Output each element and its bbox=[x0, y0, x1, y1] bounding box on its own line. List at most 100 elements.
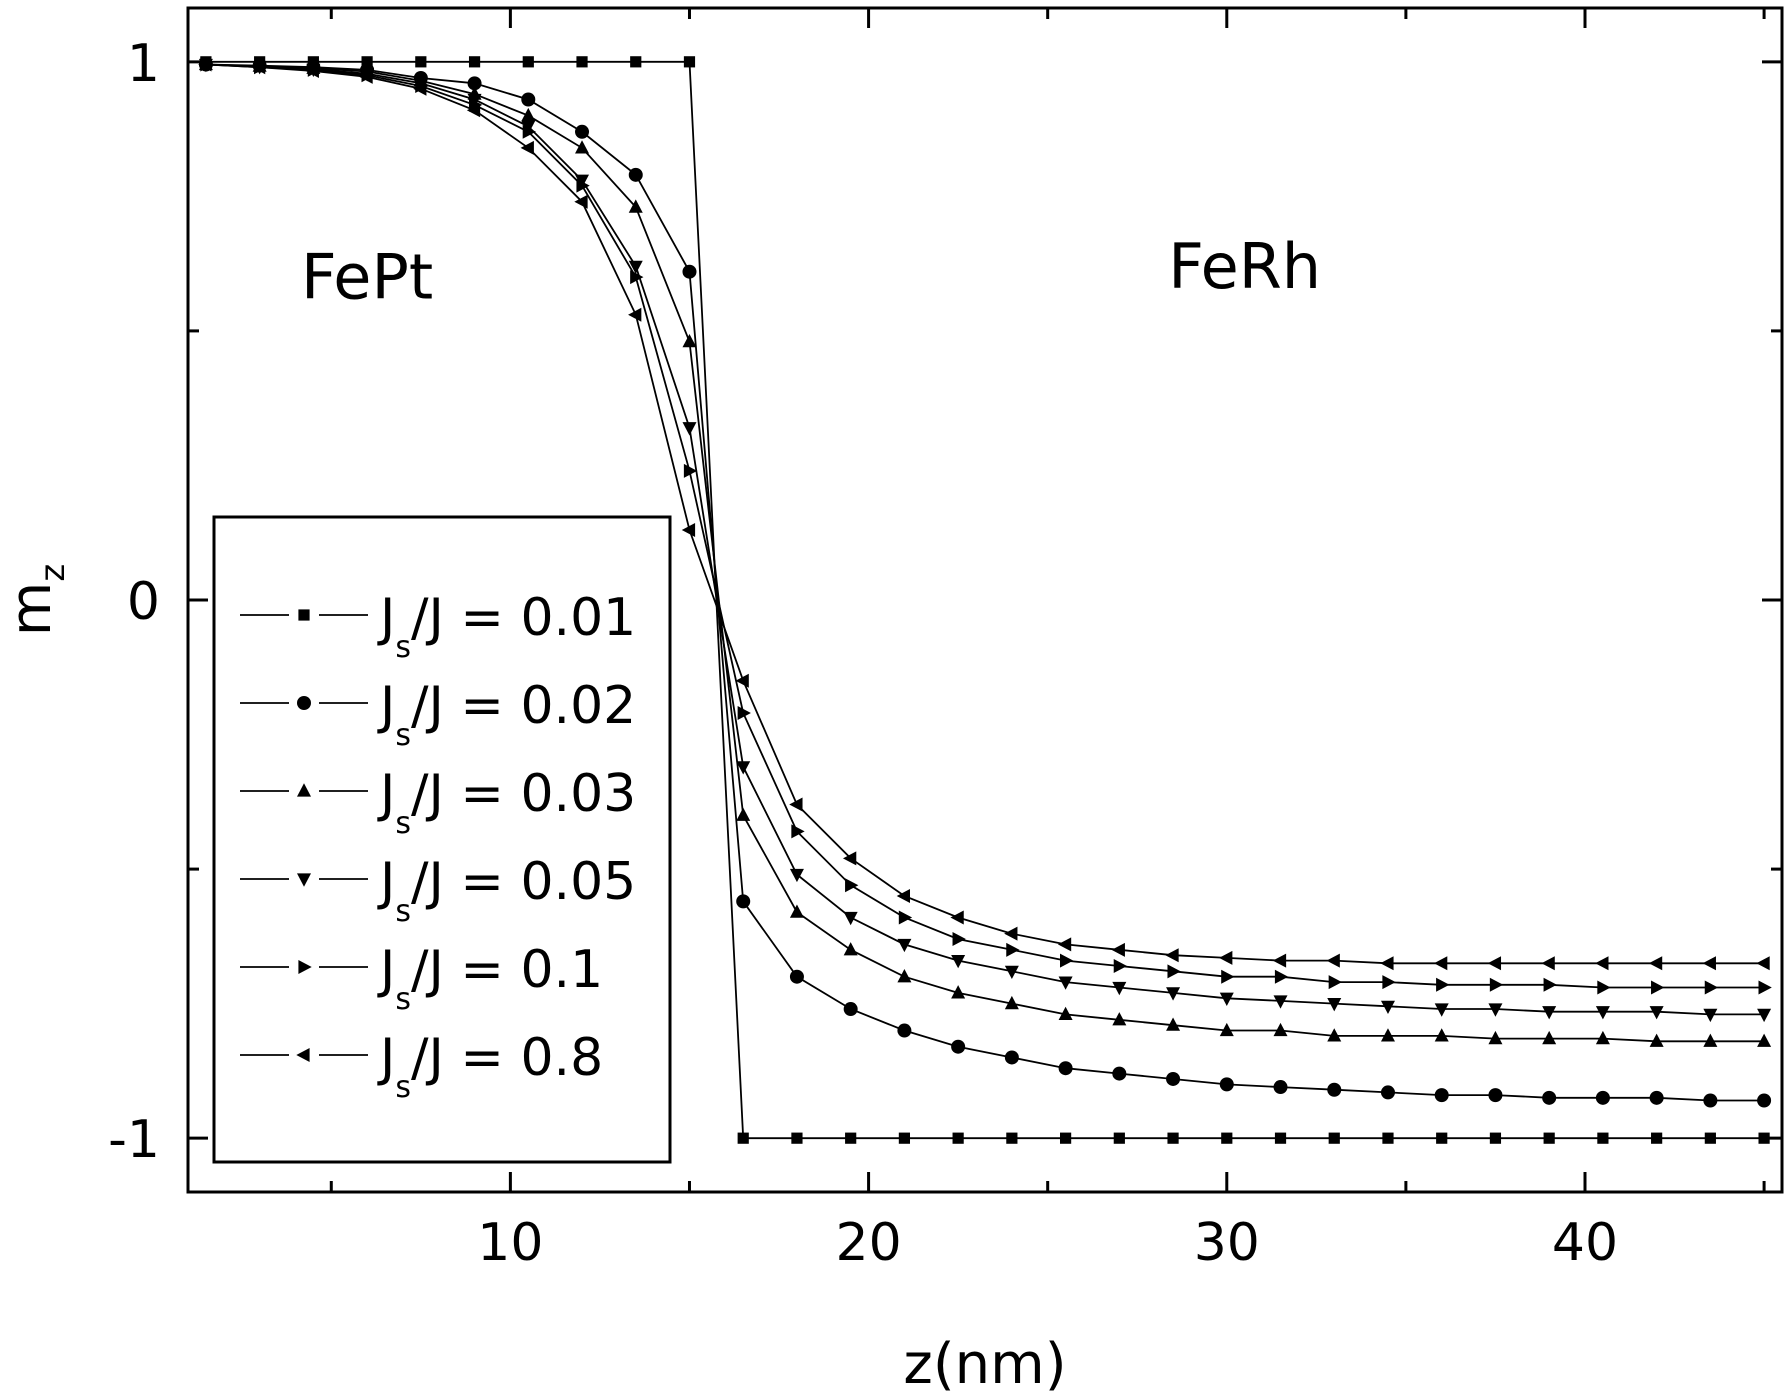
series-5 bbox=[198, 57, 1770, 971]
data-point bbox=[951, 954, 966, 969]
data-point bbox=[1597, 980, 1611, 995]
data-point bbox=[1434, 1003, 1449, 1017]
data-point bbox=[1111, 942, 1125, 957]
data-point bbox=[843, 942, 858, 956]
data-point bbox=[1165, 948, 1179, 963]
data-point bbox=[736, 761, 751, 775]
data-point bbox=[791, 824, 805, 839]
data-point bbox=[898, 910, 913, 925]
legend-label-pre: J bbox=[377, 940, 395, 1000]
data-point bbox=[1273, 1080, 1288, 1095]
data-point bbox=[1489, 977, 1504, 992]
data-point bbox=[1542, 1030, 1557, 1045]
legend-marker bbox=[297, 873, 311, 887]
data-point bbox=[1757, 1093, 1772, 1108]
data-point bbox=[1273, 995, 1288, 1009]
data-point bbox=[1006, 942, 1020, 957]
data-point bbox=[630, 270, 644, 285]
data-point bbox=[1327, 998, 1342, 1012]
data-point bbox=[1327, 1082, 1342, 1097]
data-point bbox=[1112, 981, 1127, 996]
data-point bbox=[1274, 969, 1289, 984]
data-point bbox=[897, 938, 912, 953]
legend-item: Js/J = 0.01 bbox=[240, 588, 636, 665]
legend-label-sub: s bbox=[395, 1070, 411, 1105]
series-4 bbox=[200, 57, 1772, 995]
data-point bbox=[1112, 1012, 1127, 1026]
data-point bbox=[736, 807, 751, 821]
data-point bbox=[628, 260, 643, 275]
data-point bbox=[1272, 953, 1287, 968]
y-axis-label-main: m bbox=[0, 582, 64, 637]
data-point bbox=[1542, 1006, 1557, 1020]
data-point bbox=[1058, 976, 1073, 990]
data-point bbox=[1758, 980, 1772, 995]
data-point bbox=[1166, 987, 1181, 1001]
data-point bbox=[789, 868, 804, 883]
data-point bbox=[1382, 1132, 1394, 1144]
data-point bbox=[1167, 1132, 1179, 1144]
data-point bbox=[361, 56, 373, 68]
data-point bbox=[305, 63, 319, 78]
data-point bbox=[1004, 965, 1019, 980]
series-line bbox=[205, 63, 1765, 1102]
data-point bbox=[467, 93, 482, 108]
data-point bbox=[1541, 956, 1555, 971]
legend-label-pre: J bbox=[377, 588, 395, 648]
legend-item: Js/J = 0.8 bbox=[240, 1028, 603, 1105]
data-point bbox=[1434, 1088, 1449, 1103]
series-line bbox=[205, 63, 1765, 965]
data-point bbox=[466, 103, 481, 118]
legend-marker bbox=[297, 783, 311, 797]
y-axis-label-sub: z bbox=[33, 564, 73, 582]
legend-label-pre: J bbox=[377, 1028, 395, 1088]
data-point bbox=[843, 911, 858, 926]
data-point bbox=[575, 140, 590, 154]
data-point bbox=[1703, 1033, 1718, 1047]
data-point bbox=[630, 56, 642, 68]
data-point bbox=[468, 56, 481, 68]
x-tick-label: 10 bbox=[477, 1213, 543, 1273]
legend-marker bbox=[296, 1048, 310, 1062]
data-point bbox=[1219, 950, 1233, 965]
legend-label-sub: s bbox=[395, 630, 411, 665]
data-point bbox=[1436, 977, 1450, 992]
data-point bbox=[789, 969, 804, 984]
data-point bbox=[520, 140, 534, 155]
legend-label-pre: J bbox=[377, 676, 395, 736]
legend-label-post: /J = 0.1 bbox=[411, 940, 603, 1000]
data-point bbox=[1326, 953, 1340, 968]
legend-marker bbox=[298, 609, 310, 621]
data-point bbox=[952, 1132, 964, 1144]
data-point bbox=[521, 92, 536, 107]
annotation-layer: FePt FeRh bbox=[301, 230, 1321, 314]
data-point bbox=[1757, 1008, 1772, 1023]
data-point bbox=[1434, 1028, 1449, 1042]
series-2 bbox=[198, 56, 1772, 1047]
data-point bbox=[575, 124, 590, 139]
data-point bbox=[1059, 953, 1074, 968]
data-point bbox=[1434, 956, 1448, 971]
data-point bbox=[682, 264, 697, 279]
data-point bbox=[1113, 958, 1128, 973]
data-point bbox=[1004, 926, 1018, 941]
data-point bbox=[1704, 1132, 1716, 1144]
legend-item: Js/J = 0.02 bbox=[240, 676, 636, 753]
data-point bbox=[1487, 956, 1502, 971]
data-point bbox=[735, 673, 749, 688]
data-point bbox=[1058, 1061, 1073, 1076]
legend-label-pre: J bbox=[377, 852, 395, 912]
data-point bbox=[1651, 1132, 1663, 1144]
data-point bbox=[1488, 1030, 1503, 1045]
series-line bbox=[205, 63, 1765, 1016]
data-point bbox=[1595, 1090, 1610, 1105]
data-point bbox=[1488, 1088, 1503, 1103]
legend-label-post: /J = 0.05 bbox=[411, 852, 636, 912]
legend-label-sub: s bbox=[395, 894, 411, 929]
y-tick-label: 0 bbox=[127, 572, 160, 632]
data-point bbox=[1704, 980, 1719, 995]
data-point bbox=[845, 878, 859, 893]
legend-item: Js/J = 0.05 bbox=[240, 852, 636, 929]
data-point bbox=[1327, 1028, 1342, 1042]
data-point bbox=[467, 76, 482, 91]
